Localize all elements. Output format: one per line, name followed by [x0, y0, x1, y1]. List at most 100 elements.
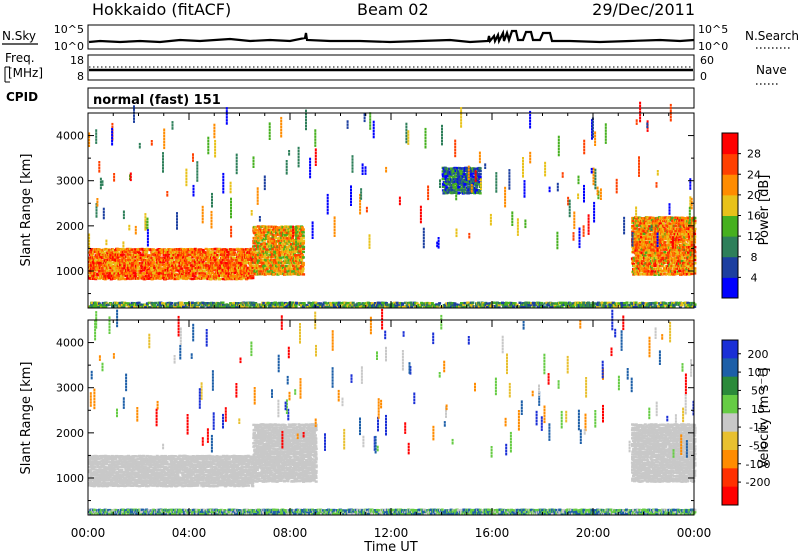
range-cell	[663, 227, 667, 230]
range-cell	[445, 186, 449, 189]
range-cell	[632, 257, 636, 260]
range-cell	[246, 261, 249, 264]
range-cell	[174, 272, 178, 276]
range-cell	[669, 253, 673, 257]
range-cell	[134, 274, 138, 278]
range-cell	[256, 253, 260, 256]
range-cell	[212, 268, 216, 272]
range-cell	[151, 251, 155, 254]
range-cell	[179, 277, 183, 280]
range-cell	[664, 273, 668, 276]
range-cell	[660, 264, 664, 268]
range-cell	[265, 263, 269, 267]
range-cell	[231, 272, 235, 276]
range-cell	[261, 229, 265, 232]
range-cell	[302, 250, 305, 254]
range-cell	[218, 267, 222, 270]
range-cell	[259, 239, 263, 242]
range-cell	[211, 271, 214, 275]
range-cell	[639, 240, 643, 243]
range-cell	[153, 256, 156, 260]
range-cell	[290, 267, 294, 270]
range-cell	[661, 232, 665, 236]
range-cell	[198, 272, 202, 275]
range-cell	[190, 248, 194, 251]
range-cell	[290, 231, 294, 235]
range-cell	[171, 264, 175, 267]
range-cell	[637, 222, 641, 225]
range-cell	[261, 261, 265, 265]
range-cell	[266, 244, 270, 248]
range-cell	[128, 247, 132, 251]
range-cell	[136, 263, 140, 266]
range-cell	[96, 250, 100, 253]
range-cell	[260, 243, 264, 246]
range-cell	[134, 248, 138, 251]
range-cell	[250, 255, 254, 259]
range-cell	[175, 250, 179, 254]
range-cell	[420, 301, 424, 305]
range-cell	[663, 241, 667, 244]
range-cell	[212, 272, 216, 276]
range-cell	[651, 264, 655, 268]
range-cell	[251, 276, 255, 280]
range-cell	[683, 229, 687, 233]
range-cell	[275, 253, 279, 257]
range-cell	[297, 259, 301, 262]
range-cell	[257, 256, 260, 260]
range-cell	[299, 248, 303, 251]
range-cell	[263, 264, 267, 267]
range-cell	[284, 245, 287, 248]
range-cell	[255, 253, 259, 257]
range-cell	[644, 256, 648, 259]
range-cell	[664, 244, 668, 247]
range-cell	[107, 274, 111, 277]
range-cell	[155, 267, 159, 270]
range-cell	[295, 245, 299, 248]
range-cell	[213, 251, 217, 254]
range-cell	[199, 253, 203, 256]
range-cell	[206, 267, 210, 270]
range-cell	[253, 248, 257, 251]
range-cell	[647, 257, 651, 260]
range-cell	[654, 270, 658, 273]
range-cell	[664, 216, 668, 219]
range-cell	[207, 260, 211, 264]
nsky-trace	[88, 29, 695, 45]
range-cell	[190, 277, 194, 281]
range-cell	[186, 277, 190, 280]
range-cell	[641, 229, 645, 232]
range-cell	[204, 247, 208, 251]
range-cell	[264, 253, 267, 256]
range-cell	[173, 256, 177, 260]
range-cell	[101, 266, 105, 269]
range-cell	[221, 259, 225, 262]
range-cell	[177, 254, 181, 257]
range-cell	[457, 191, 461, 194]
range-cell	[269, 230, 273, 234]
range-cell	[221, 277, 225, 281]
range-cell	[300, 237, 304, 240]
range-cell	[642, 248, 646, 252]
range-cell	[134, 261, 138, 264]
range-cell	[221, 274, 225, 277]
range-cell	[643, 236, 646, 239]
range-cell	[113, 269, 117, 272]
range-cell	[249, 264, 253, 267]
range-cell	[141, 254, 145, 257]
range-cell	[671, 221, 675, 224]
range-cell	[295, 256, 299, 259]
range-cell	[94, 275, 98, 278]
range-cell	[438, 302, 442, 305]
range-cell	[135, 250, 139, 254]
range-cell	[271, 241, 275, 245]
range-cell	[105, 264, 109, 267]
range-cell	[296, 240, 300, 243]
range-cell	[401, 302, 404, 305]
range-cell	[161, 248, 165, 252]
range-cell	[233, 256, 237, 260]
range-cell	[291, 270, 295, 273]
range-cell	[277, 239, 281, 243]
range-cell	[163, 250, 167, 253]
